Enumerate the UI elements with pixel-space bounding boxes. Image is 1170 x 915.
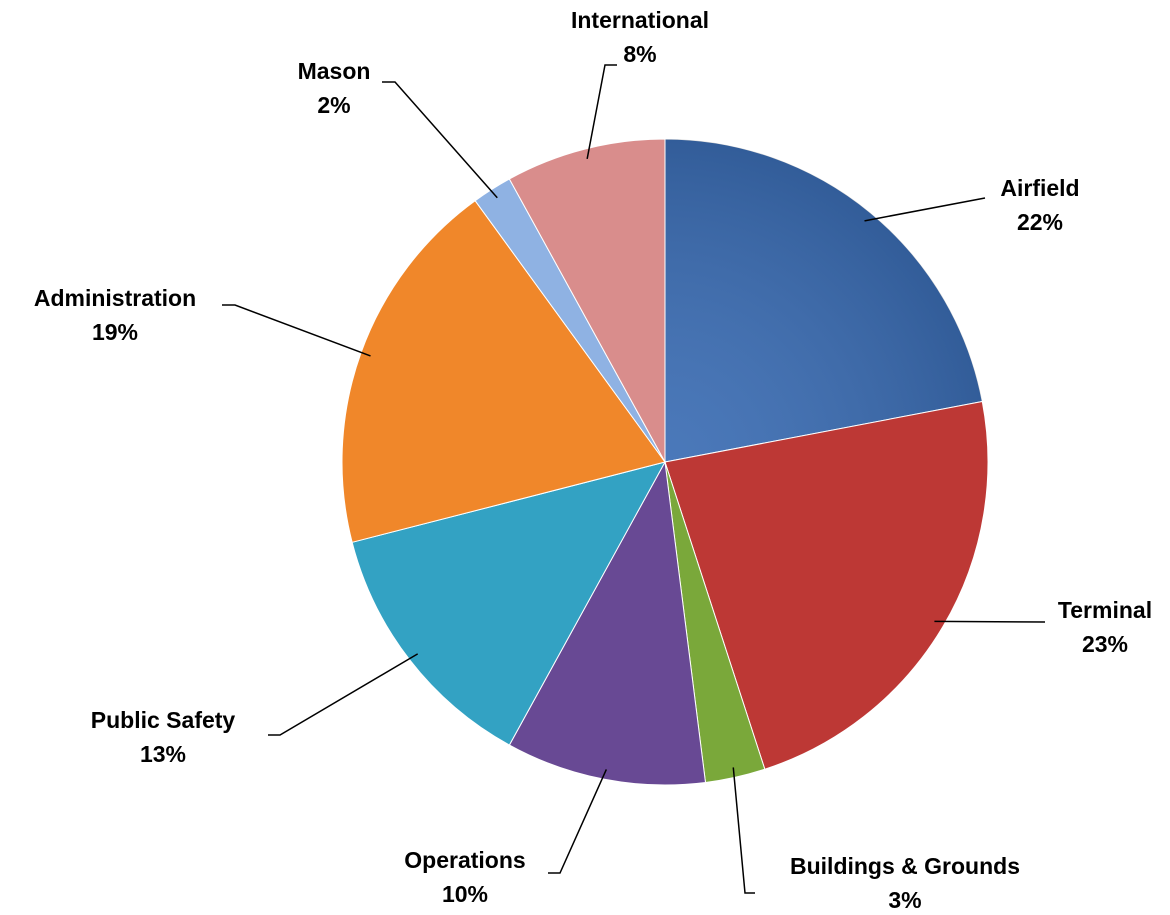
value-label: 22% bbox=[1017, 209, 1063, 235]
value-label: 8% bbox=[623, 41, 656, 67]
value-label: 10% bbox=[442, 881, 488, 907]
pie-slice bbox=[508, 460, 707, 786]
pie-slice bbox=[508, 138, 666, 463]
category-label: Operations bbox=[404, 847, 525, 873]
leader-line bbox=[382, 81, 498, 199]
category-label: Terminal bbox=[1058, 597, 1152, 623]
leader-line bbox=[732, 767, 755, 894]
value-label: 13% bbox=[140, 741, 186, 767]
category-label: Buildings & Grounds bbox=[790, 853, 1020, 879]
value-label: 3% bbox=[888, 887, 921, 913]
leader-line bbox=[222, 304, 371, 357]
leader-line bbox=[268, 653, 419, 736]
category-label: Public Safety bbox=[91, 707, 236, 733]
leader-line bbox=[586, 64, 617, 159]
leader-line bbox=[934, 620, 1046, 623]
value-label: 2% bbox=[317, 92, 350, 118]
leader-line bbox=[864, 197, 986, 222]
category-label: Mason bbox=[298, 58, 371, 84]
pie-slice bbox=[664, 400, 989, 770]
category-label: Airfield bbox=[1000, 175, 1079, 201]
pie-slice bbox=[351, 461, 666, 746]
category-label: Administration bbox=[34, 285, 196, 311]
value-label: 23% bbox=[1082, 631, 1128, 657]
category-label: International bbox=[571, 7, 709, 33]
leader-line bbox=[548, 769, 608, 874]
value-label: 19% bbox=[92, 319, 138, 345]
